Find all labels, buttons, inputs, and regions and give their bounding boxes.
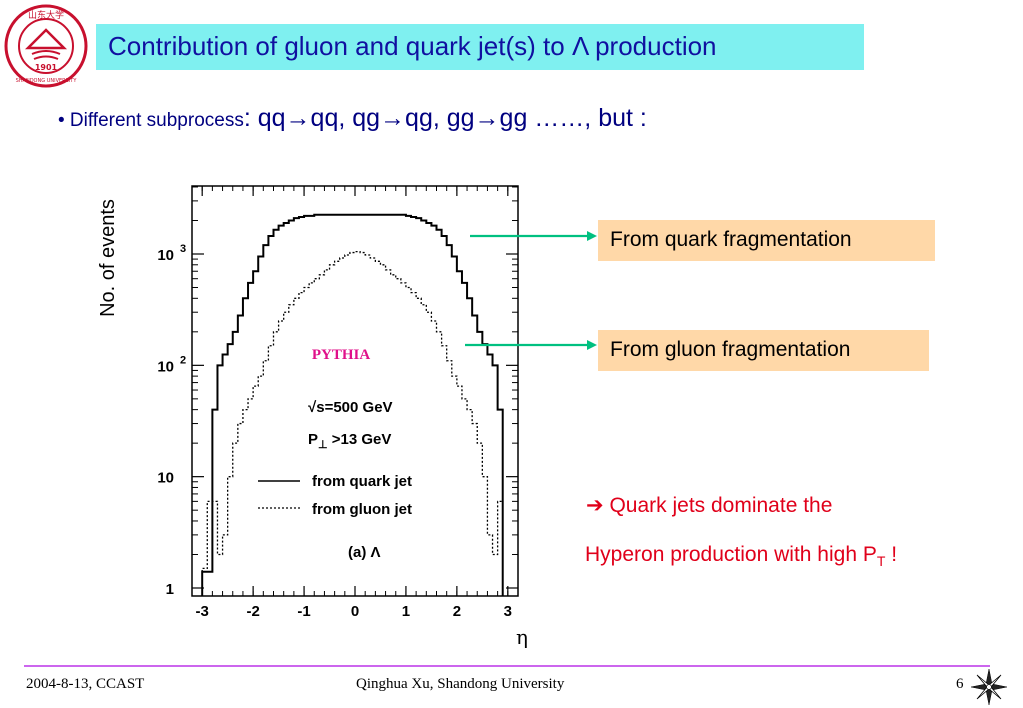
- logo-year: 1901: [35, 63, 58, 72]
- conclusion-end: !: [885, 543, 898, 566]
- y-tick-label: 1: [166, 581, 174, 598]
- legend-quark-label: from quark jet: [312, 473, 412, 490]
- x-tick-label: 2: [453, 603, 461, 620]
- x-tick-label: 1: [402, 603, 410, 620]
- pt-cut-prefix: P: [308, 431, 318, 448]
- y-tick-label: 10: [157, 358, 174, 375]
- quark-label-box: From quark fragmentation: [598, 220, 935, 261]
- logo-top-text: 山东大学: [28, 9, 64, 21]
- y-tick-label: 10: [157, 247, 174, 264]
- bullet-prefix: • Different subprocess: [58, 110, 244, 131]
- university-logo: 山东大学 1901 SHANDONG UNIVERSITY: [4, 4, 88, 88]
- energy-label: √s=500 GeV: [308, 399, 393, 416]
- conclusion-text-1: Quark jets dominate the: [609, 494, 833, 517]
- pt-cut-label: P⊥ >13 GeV: [308, 431, 391, 451]
- title-bar: [96, 24, 864, 70]
- x-tick-label: 0: [351, 603, 359, 620]
- plot-frame: [191, 185, 519, 597]
- logo-bottom-text: SHANDONG UNIVERSITY: [16, 78, 78, 84]
- y-tick-exponent: 3: [180, 243, 186, 255]
- arrow-icon: ➔: [586, 494, 604, 517]
- conclusion-line-2: Hyperon production with high PT !: [585, 543, 897, 569]
- bullet-text: : qq→qq, qg→qg, gg→gg ……, but :: [243, 104, 647, 132]
- footer-rule: [24, 665, 990, 667]
- footer-author: Qinghua Xu, Shandong University: [356, 676, 565, 692]
- quark-jet-series: [201, 213, 504, 596]
- compass-icon: [970, 668, 1008, 706]
- x-axis-title: η: [516, 625, 528, 649]
- x-tick-label: -3: [196, 603, 209, 620]
- y-tick-exponent: 2: [180, 354, 186, 366]
- gluon-connector-arrow-head: [587, 340, 597, 350]
- gluon-label-box: From gluon fragmentation: [598, 330, 929, 371]
- bullet-line: • Different subprocess: qq→qq, qg→qg, gg…: [58, 104, 647, 133]
- footer-date: 2004-8-13, CCAST: [26, 676, 145, 692]
- pt-cut-subscript: ⊥: [318, 439, 328, 451]
- conclusion-text-2: Hyperon production with high P: [585, 543, 877, 566]
- footer-page-number: 6: [956, 676, 964, 692]
- slide-title: Contribution of gluon and quark jet(s) t…: [108, 31, 717, 61]
- conclusion-line-1: ➔ Quark jets dominate the: [586, 493, 832, 518]
- y-tick-label: 10: [157, 470, 174, 487]
- x-tick-label: -1: [297, 603, 310, 620]
- x-tick-label: -2: [246, 603, 259, 620]
- conclusion-subscript: T: [876, 553, 886, 570]
- panel-label: (a) Λ: [348, 544, 381, 561]
- y-axis-title: No. of events: [97, 199, 119, 317]
- quark-connector-arrow-head: [587, 231, 597, 241]
- pt-cut-suffix: >13 GeV: [328, 431, 392, 448]
- legend-gluon-label: from gluon jet: [312, 501, 412, 518]
- generator-label: PYTHIA: [312, 347, 371, 363]
- x-tick-label: 3: [504, 603, 512, 620]
